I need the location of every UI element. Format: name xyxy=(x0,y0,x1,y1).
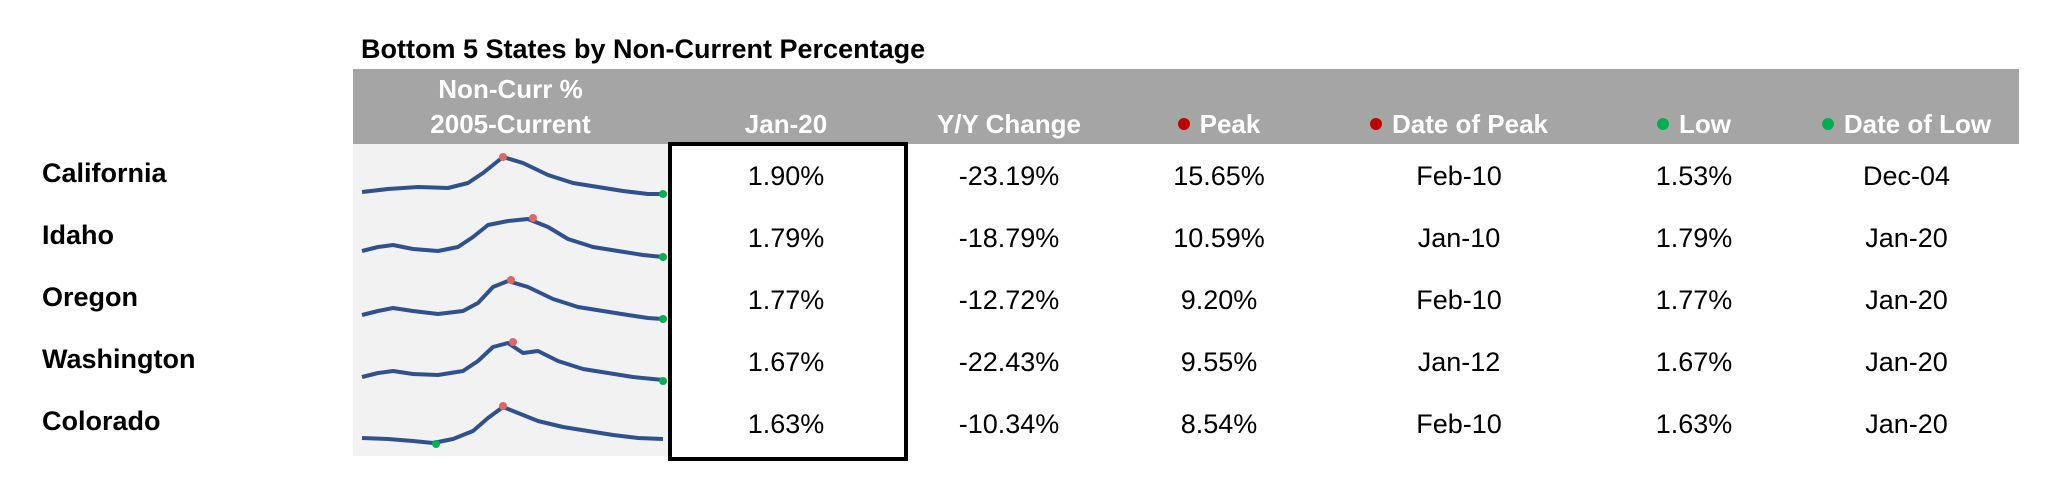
sparkline xyxy=(361,338,667,385)
yoy-cell: -18.79% xyxy=(958,223,1060,253)
sparkline xyxy=(361,276,667,323)
sparkline-series xyxy=(361,155,663,196)
low-marker xyxy=(659,377,667,385)
header-bar xyxy=(353,69,2019,144)
peak-marker xyxy=(529,214,537,222)
date-of-peak-cell: Jan-10 xyxy=(1417,223,1501,253)
low-cell: 1.63% xyxy=(1655,409,1733,439)
header-date-of-peak-label: Date of Peak xyxy=(1391,109,1549,139)
header-sparkline-line2: 2005-Current xyxy=(430,109,591,139)
header-peak-label: Peak xyxy=(1199,109,1261,139)
current-cell: 1.67% xyxy=(747,347,825,377)
current-column-highlight xyxy=(668,142,908,461)
current-cell: 1.90% xyxy=(747,161,825,191)
date-of-low-cell: Jan-20 xyxy=(1865,285,1948,315)
current-cell: 1.63% xyxy=(747,409,825,439)
date-of-low-cell: Jan-20 xyxy=(1865,223,1948,253)
sparkline-series xyxy=(361,279,664,321)
sparkline-series xyxy=(361,341,664,382)
low-cell: 1.53% xyxy=(1655,161,1733,191)
state-label: Idaho xyxy=(42,220,114,250)
sparkline xyxy=(361,153,667,198)
date-of-peak-cell: Feb-10 xyxy=(1416,161,1502,191)
low-marker xyxy=(659,315,667,323)
peak-cell: 10.59% xyxy=(1173,223,1265,253)
date-of-low-cell: Jan-20 xyxy=(1865,409,1948,439)
low-cell: 1.67% xyxy=(1655,347,1733,377)
header-date-of-low-label: Date of Low xyxy=(1843,109,1992,139)
header-low-label: Low xyxy=(1679,109,1731,139)
date-of-peak-cell: Jan-12 xyxy=(1417,347,1501,377)
peak-marker xyxy=(509,338,517,346)
yoy-cell: -12.72% xyxy=(958,285,1060,315)
state-label: California xyxy=(42,158,167,188)
sparkline-column-bg xyxy=(353,144,668,456)
peak-cell: 15.65% xyxy=(1173,161,1265,191)
low-marker xyxy=(432,440,440,448)
green-dot-icon xyxy=(1821,118,1834,130)
header-peak: Peak xyxy=(1114,107,1324,142)
date-of-low-cell: Dec-04 xyxy=(1862,161,1951,191)
header-date-of-low: Date of Low xyxy=(1794,107,2019,142)
low-marker xyxy=(659,190,667,198)
peak-cell: 8.54% xyxy=(1180,409,1258,439)
low-cell: 1.79% xyxy=(1655,223,1733,253)
state-label: Oregon xyxy=(42,282,139,312)
low-marker xyxy=(659,253,667,261)
red-dot-icon xyxy=(1369,118,1382,130)
sparkline-series xyxy=(361,405,664,445)
header-low: Low xyxy=(1594,107,1794,142)
red-dot-icon xyxy=(1177,118,1190,130)
current-cell: 1.79% xyxy=(747,223,825,253)
yoy-cell: -10.34% xyxy=(958,409,1060,439)
header-sparkline-line1: Non-Curr % xyxy=(438,74,583,104)
peak-cell: 9.55% xyxy=(1180,347,1258,377)
peak-marker xyxy=(499,153,507,161)
date-of-peak-cell: Feb-10 xyxy=(1416,409,1502,439)
peak-marker xyxy=(499,402,507,410)
sparkline xyxy=(361,402,664,448)
low-cell: 1.77% xyxy=(1655,285,1733,315)
sparkline xyxy=(361,214,667,261)
table-title: Bottom 5 States by Non-Current Percentag… xyxy=(361,34,926,64)
header-sparkline: Non-Curr % 2005-Current xyxy=(353,72,668,142)
header-yoy: Y/Y Change xyxy=(936,109,1081,139)
yoy-cell: -23.19% xyxy=(958,161,1060,191)
peak-cell: 9.20% xyxy=(1180,285,1258,315)
state-label: Washington xyxy=(42,344,196,374)
green-dot-icon xyxy=(1657,118,1669,130)
sparkline-series xyxy=(361,217,664,259)
header-date-of-peak: Date of Peak xyxy=(1324,107,1594,142)
header-current: Jan-20 xyxy=(744,109,828,139)
date-of-peak-cell: Feb-10 xyxy=(1416,285,1502,315)
date-of-low-cell: Jan-20 xyxy=(1865,347,1948,377)
current-cell: 1.77% xyxy=(747,285,825,315)
peak-marker xyxy=(507,276,515,284)
yoy-cell: -22.43% xyxy=(958,347,1060,377)
state-label: Colorado xyxy=(42,406,161,436)
